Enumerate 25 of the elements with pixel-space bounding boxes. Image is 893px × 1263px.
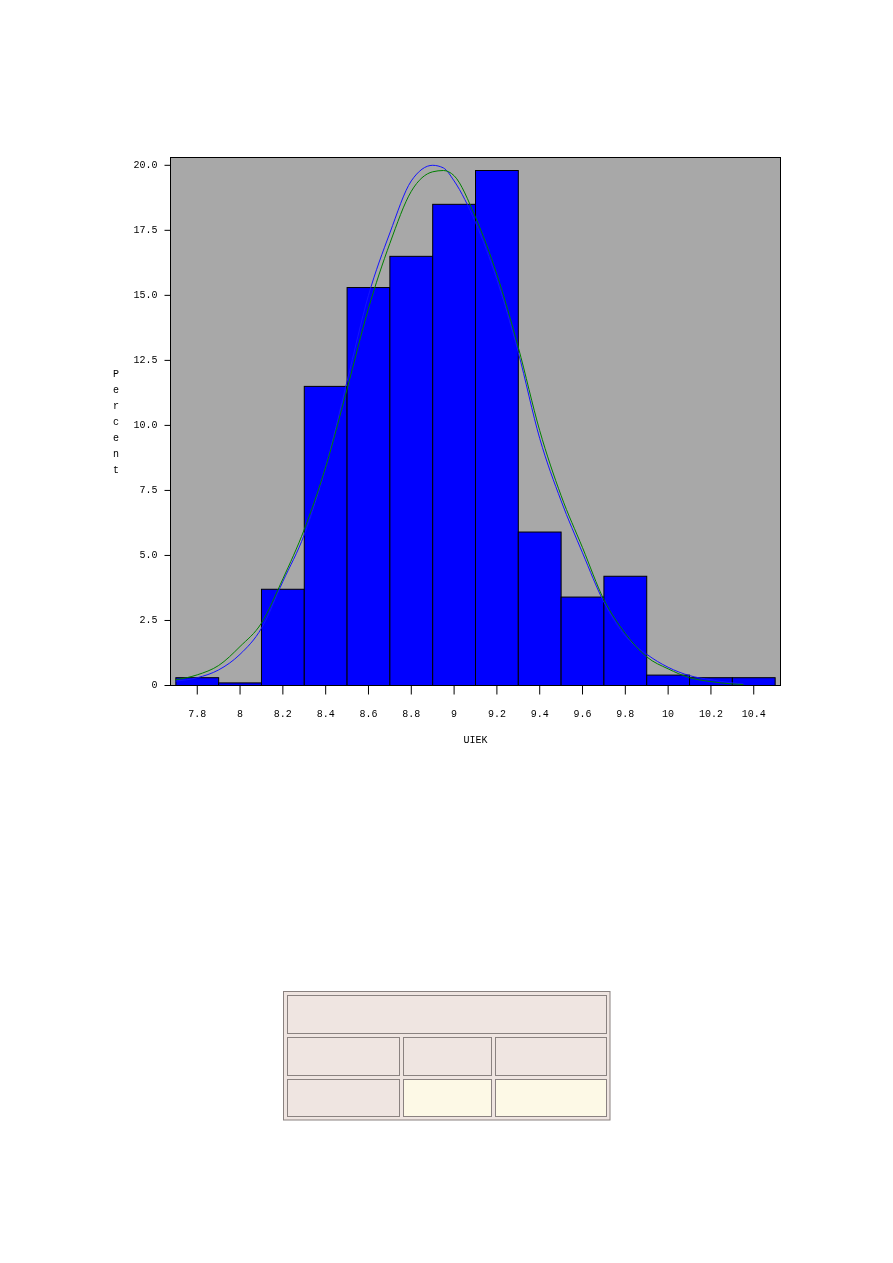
x-tick-label: 9.2	[487, 709, 506, 721]
y-tick-label: 20.0	[133, 159, 158, 171]
x-tick-label: 7.8	[188, 709, 207, 721]
x-tick-label: 8.8	[402, 709, 421, 721]
y-tick-label: 15.0	[133, 289, 158, 301]
x-tick-label: 10.2	[698, 709, 723, 721]
x-tick-label: 8.6	[359, 709, 378, 721]
y-tick-label: 0	[151, 680, 158, 692]
x-tick-label: 9.6	[573, 709, 592, 721]
x-tick-label: 10	[662, 709, 675, 721]
y-axis-title: Percent	[112, 368, 120, 476]
y-tick-label: 5.0	[139, 550, 158, 562]
x-tick-label: 9	[451, 709, 458, 721]
y-tick-label: 10.0	[133, 420, 158, 432]
x-tick-label: 8	[237, 709, 244, 721]
y-tick-label: 12.5	[133, 355, 158, 367]
x-tick-label: 8.4	[316, 709, 335, 721]
x-tick-label: 9.4	[530, 709, 549, 721]
y-tick-label: 2.5	[139, 615, 158, 627]
y-tick-label: 17.5	[133, 224, 158, 236]
x-tick-label: 10.4	[741, 709, 766, 721]
x-axis-title: UIEK	[463, 735, 488, 747]
x-tick-label: 8.2	[273, 709, 292, 721]
y-tick-label: 7.5	[139, 485, 158, 497]
x-tick-label: 9.8	[616, 709, 635, 721]
